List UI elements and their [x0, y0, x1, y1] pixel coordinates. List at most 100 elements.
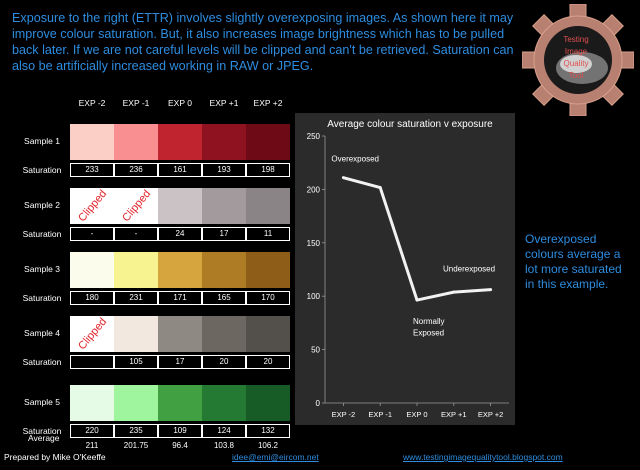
y-tick-label: 150	[307, 239, 321, 248]
saturation-values: 180 231 171 165 170	[70, 291, 290, 305]
col-header: EXP +2	[253, 98, 283, 108]
color-swatch: Clipped	[114, 188, 158, 224]
x-tick-label: EXP +2	[478, 410, 504, 419]
color-swatch: Clipped	[70, 188, 114, 224]
x-tick-label: EXP -1	[368, 410, 392, 419]
saturation-label: Saturation	[22, 229, 62, 239]
data-point	[378, 186, 382, 190]
clipped-label: Clipped	[76, 316, 110, 352]
color-swatch	[114, 252, 158, 288]
chart-svg: Average colour saturation v exposure 0 50 1…	[295, 113, 515, 425]
sample-label: Sample 3	[24, 264, 60, 274]
saturation-value: 180	[70, 291, 114, 305]
saturation-value: 17	[202, 227, 246, 241]
saturation-value: 198	[246, 163, 290, 177]
saturation-value: 11	[246, 227, 290, 241]
color-swatch	[114, 316, 158, 352]
y-tick-label: 0	[316, 399, 321, 408]
col-header: EXP +1	[209, 98, 239, 108]
intro-text: Exposure to the right (ETTR) involves sl…	[12, 11, 514, 73]
saturation-label: Saturation	[22, 426, 62, 436]
logo-line-4: Tool	[569, 71, 584, 80]
saturation-value	[70, 355, 114, 369]
average-value: 211	[85, 441, 99, 450]
annotation-underexposed: Underexposed	[443, 265, 495, 274]
footer-email-link[interactable]: idee@emi@eircom.net	[232, 452, 319, 462]
average-row: 211 201.75 96.4 103.8 106.2	[70, 441, 290, 450]
color-swatch	[158, 316, 202, 352]
saturation-value: 171	[158, 291, 202, 305]
logo-line-3: Quality	[564, 59, 589, 68]
swatch-row: Clipped	[70, 316, 290, 352]
logo-line-1: Testing	[563, 35, 588, 44]
saturation-value: 109	[158, 424, 202, 438]
clipped-label: Clipped	[76, 188, 110, 224]
saturation-value: -	[114, 227, 158, 241]
data-point	[452, 290, 456, 294]
sample-label: Sample 1	[24, 136, 60, 146]
saturation-value: 170	[246, 291, 290, 305]
saturation-value: 233	[70, 163, 114, 177]
color-swatch: Clipped	[70, 316, 114, 352]
color-swatch	[246, 316, 290, 352]
color-swatch	[158, 124, 202, 160]
color-swatch	[246, 252, 290, 288]
saturation-value: 236	[114, 163, 158, 177]
saturation-value: 220	[70, 424, 114, 438]
saturation-value: 161	[158, 163, 202, 177]
saturation-values: 220 235 109 124 132	[70, 424, 290, 438]
color-swatch	[202, 124, 246, 160]
col-header: EXP 0	[168, 98, 192, 108]
color-swatch	[158, 252, 202, 288]
color-swatch	[70, 385, 114, 421]
y-tick-label: 50	[311, 346, 320, 355]
saturation-value: 231	[114, 291, 158, 305]
average-value: 201.75	[123, 441, 149, 450]
color-swatch	[246, 188, 290, 224]
average-value: 106.2	[257, 441, 279, 450]
average-value: 96.4	[172, 441, 188, 450]
saturation-chart: Average colour saturation v exposure 0 50 1…	[295, 113, 515, 425]
swatch-row	[70, 385, 290, 421]
col-header: EXP -2	[78, 98, 106, 108]
saturation-value: 235	[114, 424, 158, 438]
x-tick-label: EXP 0	[406, 410, 427, 419]
swatch-row: Clipped Clipped	[70, 188, 290, 224]
data-point	[415, 298, 419, 302]
x-tick-label: EXP -2	[332, 410, 356, 419]
sample-label: Sample 4	[24, 328, 60, 338]
y-tick-label: 200	[307, 185, 321, 194]
swatch-row	[70, 252, 290, 288]
color-swatch	[246, 124, 290, 160]
chart-background	[295, 113, 515, 425]
saturation-value: 20	[246, 355, 290, 369]
footer-author: Prepared by Mike O'Keeffe	[4, 452, 106, 462]
clipped-label: Clipped	[120, 188, 154, 224]
saturation-label: Saturation	[22, 357, 62, 367]
saturation-value: 193	[202, 163, 246, 177]
annotation-exposed: Exposed	[413, 329, 444, 338]
x-tick-label: EXP +1	[441, 410, 467, 419]
col-header: EXP -1	[122, 98, 150, 108]
footer-blog-link[interactable]: www.testingimagequalitytool.blogspot.com	[403, 452, 563, 462]
color-swatch	[158, 385, 202, 421]
saturation-label: Saturation	[22, 293, 62, 303]
color-swatch	[246, 385, 290, 421]
color-swatch	[70, 252, 114, 288]
data-point	[341, 176, 345, 180]
saturation-values: 105 17 20 20	[70, 355, 290, 369]
saturation-label: Saturation	[22, 165, 62, 175]
saturation-value: -	[70, 227, 114, 241]
y-tick-label: 100	[307, 292, 321, 301]
color-swatch	[202, 385, 246, 421]
annotation-overexposed: Overexposed	[331, 155, 379, 164]
saturation-value: 17	[158, 355, 202, 369]
color-swatch	[202, 252, 246, 288]
color-swatch	[202, 316, 246, 352]
saturation-value: 165	[202, 291, 246, 305]
saturation-value: 124	[202, 424, 246, 438]
chart-title: Average colour saturation v exposure	[327, 119, 493, 130]
side-note: Overexposed colours average a lot more s…	[525, 232, 622, 291]
saturation-values: 233 236 161 193 198	[70, 163, 290, 177]
saturation-value: 20	[202, 355, 246, 369]
